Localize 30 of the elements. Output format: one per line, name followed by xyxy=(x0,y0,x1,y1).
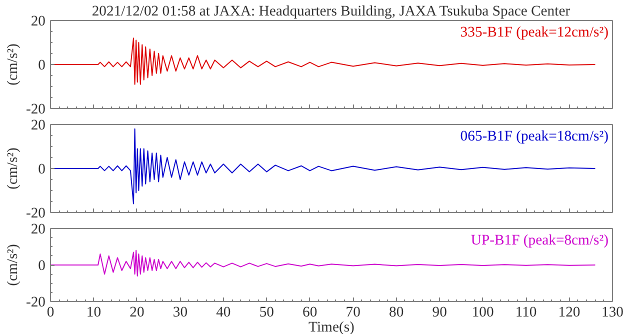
x-tick-label: 10 xyxy=(86,304,102,320)
y-tick-label: 20 xyxy=(30,118,46,134)
x-tick-label: 20 xyxy=(130,304,144,320)
line-series xyxy=(50,250,596,276)
y-tick-label: -20 xyxy=(26,102,46,118)
x-tick-label: 30 xyxy=(172,304,188,320)
series-label: 335-B1F (peak=12cm/s²) xyxy=(460,24,609,40)
y-axis-title: (cm/s²) xyxy=(4,43,21,86)
y-tick-label: -20 xyxy=(26,206,46,222)
y-tick-label: 0 xyxy=(38,258,46,274)
y-axis-title: (cm/s²) xyxy=(4,147,21,190)
x-tick-label: 50 xyxy=(259,304,274,320)
x-tick-label: 80 xyxy=(389,304,404,320)
x-tick-label: 110 xyxy=(515,304,537,320)
y-tick-label: -20 xyxy=(26,294,46,310)
y-tick-label: 20 xyxy=(30,222,46,238)
y-axis-title: (cm/s²) xyxy=(4,244,21,286)
x-tick-label: 70 xyxy=(346,304,360,320)
y-tick-label: 0 xyxy=(38,58,46,74)
x-tick-label: 60 xyxy=(302,304,318,320)
x-tick-label: 90 xyxy=(432,304,447,320)
y-tick-label: 20 xyxy=(30,14,46,30)
x-tick-label: 40 xyxy=(216,304,231,320)
x-tick-label: 130 xyxy=(602,304,624,320)
x-tick-label: 120 xyxy=(558,304,580,320)
series-label: 065-B1F (peak=18cm/s²) xyxy=(460,128,609,144)
series-label: UP-B1F (peak=8cm/s²) xyxy=(470,232,609,248)
x-tick-label: 100 xyxy=(472,304,494,320)
y-tick-label: 0 xyxy=(38,162,46,178)
chart-title: 2021/12/02 01:58 at JAXA: Headquarters Building, JAXA Tsukuba Space Center xyxy=(92,4,570,20)
